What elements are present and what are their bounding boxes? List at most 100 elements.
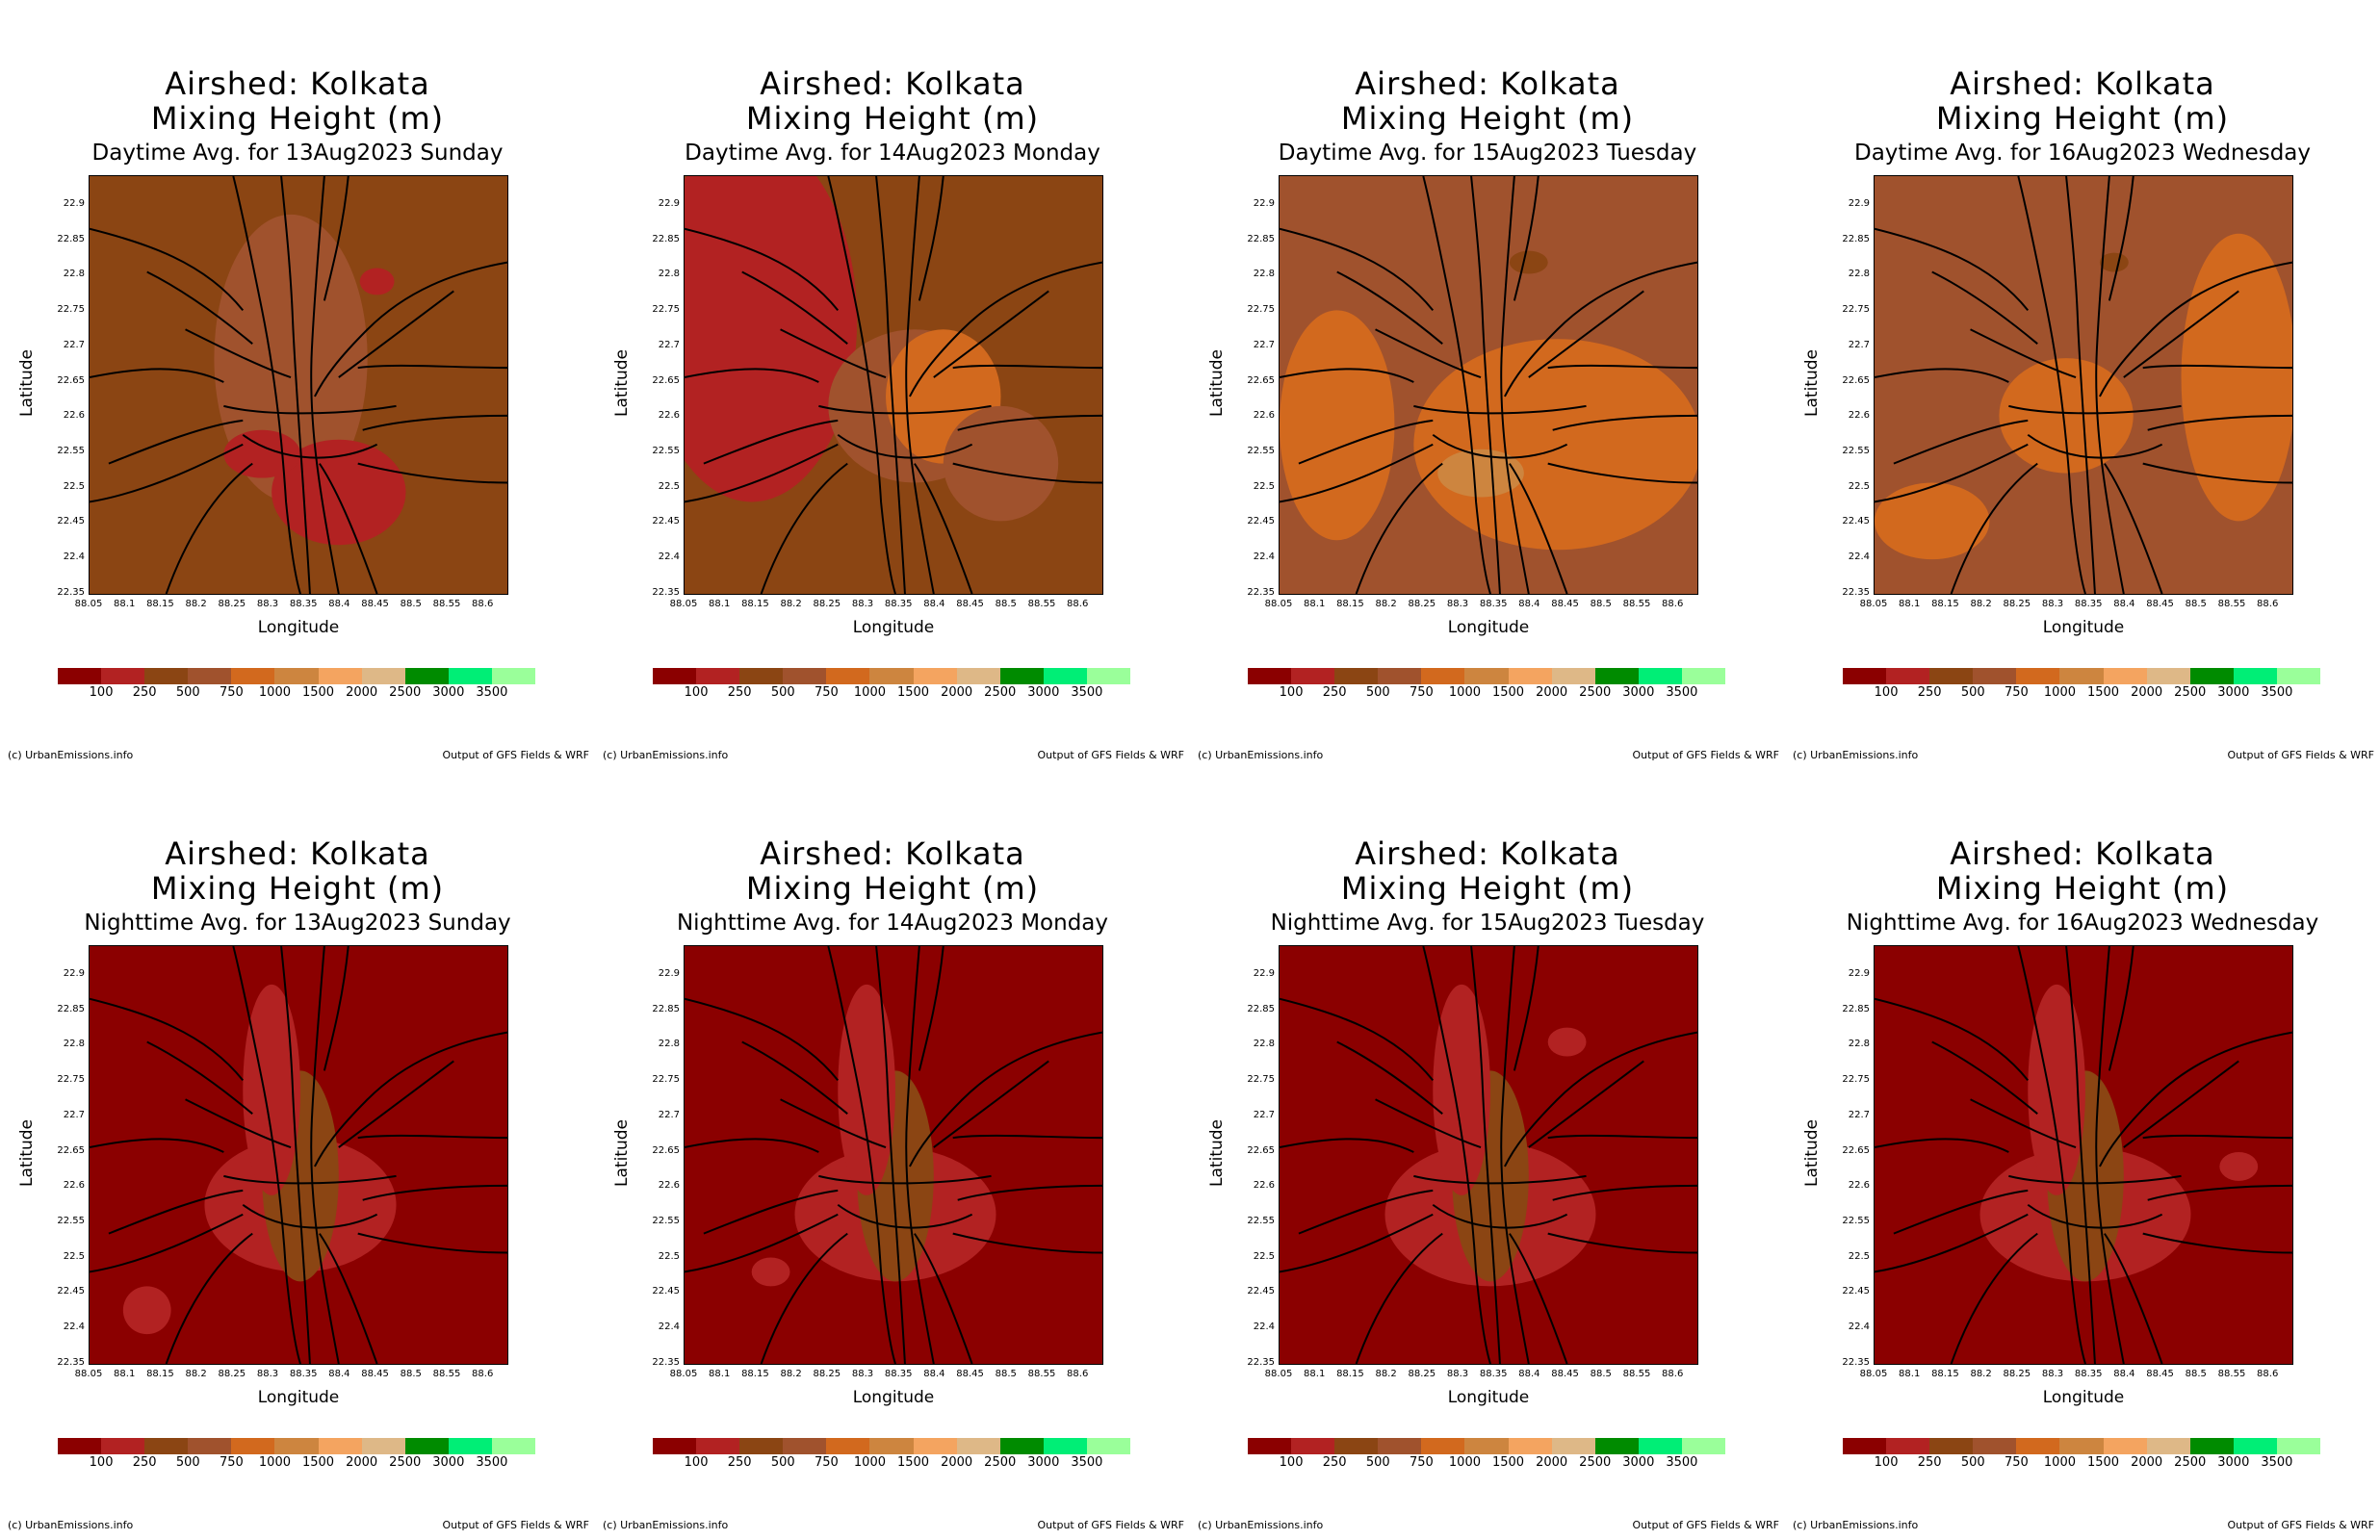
latitude-tick-label: 22.6 bbox=[1253, 410, 1275, 422]
latitude-tick-label: 22.4 bbox=[1253, 1322, 1275, 1332]
road-line bbox=[1509, 1233, 1568, 1364]
colorbar-label: 2000 bbox=[2131, 1455, 2163, 1470]
colorbar-label: 1500 bbox=[896, 685, 930, 700]
road-line bbox=[685, 1138, 819, 1153]
longitude-tick-label: 88.5 bbox=[400, 1369, 422, 1379]
contour-region bbox=[838, 984, 895, 1195]
contour-region bbox=[223, 429, 300, 478]
colorbar-swatch bbox=[2189, 668, 2234, 684]
longitude-tick-label: 88.25 bbox=[2003, 599, 2031, 609]
latitude-tick-label: 22.5 bbox=[63, 1250, 85, 1262]
road-line bbox=[314, 261, 507, 398]
road-line bbox=[1470, 946, 1501, 1364]
road-line bbox=[933, 1060, 1049, 1148]
latitude-tick-label: 22.85 bbox=[1247, 1003, 1275, 1014]
road-line bbox=[818, 1174, 992, 1185]
colorbar-label: 1500 bbox=[301, 685, 335, 700]
road-line bbox=[1875, 1138, 2009, 1153]
colorbar-swatch bbox=[101, 1438, 145, 1454]
colorbar-swatch bbox=[1248, 1438, 1292, 1454]
longitude-tick-label: 88.15 bbox=[146, 599, 174, 609]
colorbar-swatch bbox=[491, 668, 536, 684]
road-line bbox=[827, 946, 896, 1364]
longitude-tick-label: 88.15 bbox=[1336, 599, 1364, 609]
colorbar-label: 100 bbox=[89, 685, 114, 700]
colorbar-swatch bbox=[956, 668, 1000, 684]
latitude-tick-label: 22.75 bbox=[1842, 304, 1870, 316]
contour-region bbox=[214, 214, 368, 502]
latitude-tick-label: 22.45 bbox=[57, 516, 85, 527]
latitude-tick-label: 22.35 bbox=[1842, 1356, 1870, 1368]
road-line bbox=[1509, 463, 1568, 594]
latitude-tick-label: 22.9 bbox=[658, 198, 680, 209]
longitude-tick-label: 88.5 bbox=[995, 1369, 1017, 1379]
road-line bbox=[362, 1184, 507, 1201]
road-line bbox=[1336, 1040, 1443, 1115]
road-line bbox=[323, 946, 349, 1071]
longitude-tick-label: 88.6 bbox=[1067, 1369, 1089, 1379]
latitude-tick-label: 22.6 bbox=[658, 1180, 680, 1192]
source-text: Output of GFS Fields & WRF bbox=[2227, 1519, 2374, 1531]
latitude-tick-label: 22.65 bbox=[1247, 1144, 1275, 1156]
colorbar-swatch bbox=[2103, 1438, 2147, 1454]
road-line bbox=[165, 1232, 253, 1364]
road-line bbox=[1552, 1184, 1697, 1201]
latitude-tick-label: 22.85 bbox=[1247, 233, 1275, 244]
road-line bbox=[1336, 270, 1443, 345]
contour-region bbox=[1547, 1027, 1587, 1057]
longitude-tick-label: 88.6 bbox=[2257, 1369, 2279, 1379]
x-axis-label: Longitude bbox=[257, 618, 340, 637]
colorbar bbox=[1843, 1438, 2321, 1454]
longitude-tick-label: 88.2 bbox=[780, 599, 802, 609]
colorbar-swatch bbox=[2103, 668, 2147, 684]
latitude-tick-label: 22.5 bbox=[1253, 1250, 1275, 1262]
colorbar-swatch bbox=[318, 668, 362, 684]
latitude-tick-label: 22.4 bbox=[63, 1322, 85, 1332]
longitude-tick-label: 88.2 bbox=[185, 599, 207, 609]
road-line bbox=[242, 1203, 378, 1229]
road-line bbox=[185, 328, 292, 378]
latitude-tick-label: 22.4 bbox=[658, 552, 680, 562]
colorbar-label: 3500 bbox=[476, 1455, 508, 1470]
contour-region bbox=[943, 405, 1059, 522]
latitude-tick-label: 22.55 bbox=[57, 445, 85, 456]
source-text: Output of GFS Fields & WRF bbox=[2227, 749, 2374, 761]
road-line bbox=[242, 433, 378, 459]
road-line bbox=[827, 176, 896, 594]
latitude-tick-label: 22.9 bbox=[1253, 968, 1275, 979]
road-line bbox=[703, 1189, 839, 1235]
colorbar-swatch bbox=[696, 1438, 740, 1454]
longitude-tick-label: 88.55 bbox=[1622, 599, 1651, 609]
latitude-tick-label: 22.4 bbox=[1253, 552, 1275, 562]
road-line bbox=[914, 463, 973, 594]
road-line bbox=[1547, 364, 1697, 370]
road-line bbox=[185, 1098, 292, 1148]
colorbar-label: 2000 bbox=[941, 1455, 973, 1470]
colorbar-label: 2500 bbox=[2174, 1455, 2207, 1470]
panel-subtitle-date: Nighttime Avg. for 16Aug2023 Wednesday bbox=[1846, 911, 2319, 936]
colorbar-label: 2000 bbox=[346, 1455, 378, 1470]
longitude-tick-label: 88.55 bbox=[432, 1369, 461, 1379]
longitude-tick-label: 88.05 bbox=[1264, 1369, 1293, 1379]
contour-region bbox=[122, 1286, 171, 1335]
latitude-tick-label: 22.85 bbox=[57, 1003, 85, 1014]
road-line bbox=[90, 443, 244, 503]
longitude-tick-label: 88.15 bbox=[741, 599, 769, 609]
y-axis-label: Latitude bbox=[17, 1119, 37, 1187]
panel-subtitle-date: Daytime Avg. for 13Aug2023 Sunday bbox=[91, 141, 504, 166]
road-line bbox=[933, 290, 1049, 378]
road-line bbox=[90, 1138, 224, 1153]
colorbar-label: 2500 bbox=[984, 1455, 1017, 1470]
y-axis-label: Latitude bbox=[1207, 349, 1227, 417]
colorbar-swatch bbox=[1421, 668, 1465, 684]
colorbar-swatch bbox=[696, 668, 740, 684]
road-line bbox=[2095, 176, 2125, 594]
longitude-tick-label: 88.55 bbox=[1622, 1369, 1651, 1379]
road-line bbox=[1875, 368, 2009, 383]
source-text: Output of GFS Fields & WRF bbox=[1632, 1519, 1779, 1531]
latitude-tick-label: 22.9 bbox=[1253, 198, 1275, 209]
latitude-tick-label: 22.9 bbox=[63, 968, 85, 979]
road-line bbox=[2104, 1233, 2163, 1364]
panel-title-variable: Mixing Height (m) bbox=[1935, 100, 2230, 137]
colorbar-label: 1000 bbox=[2043, 685, 2076, 700]
